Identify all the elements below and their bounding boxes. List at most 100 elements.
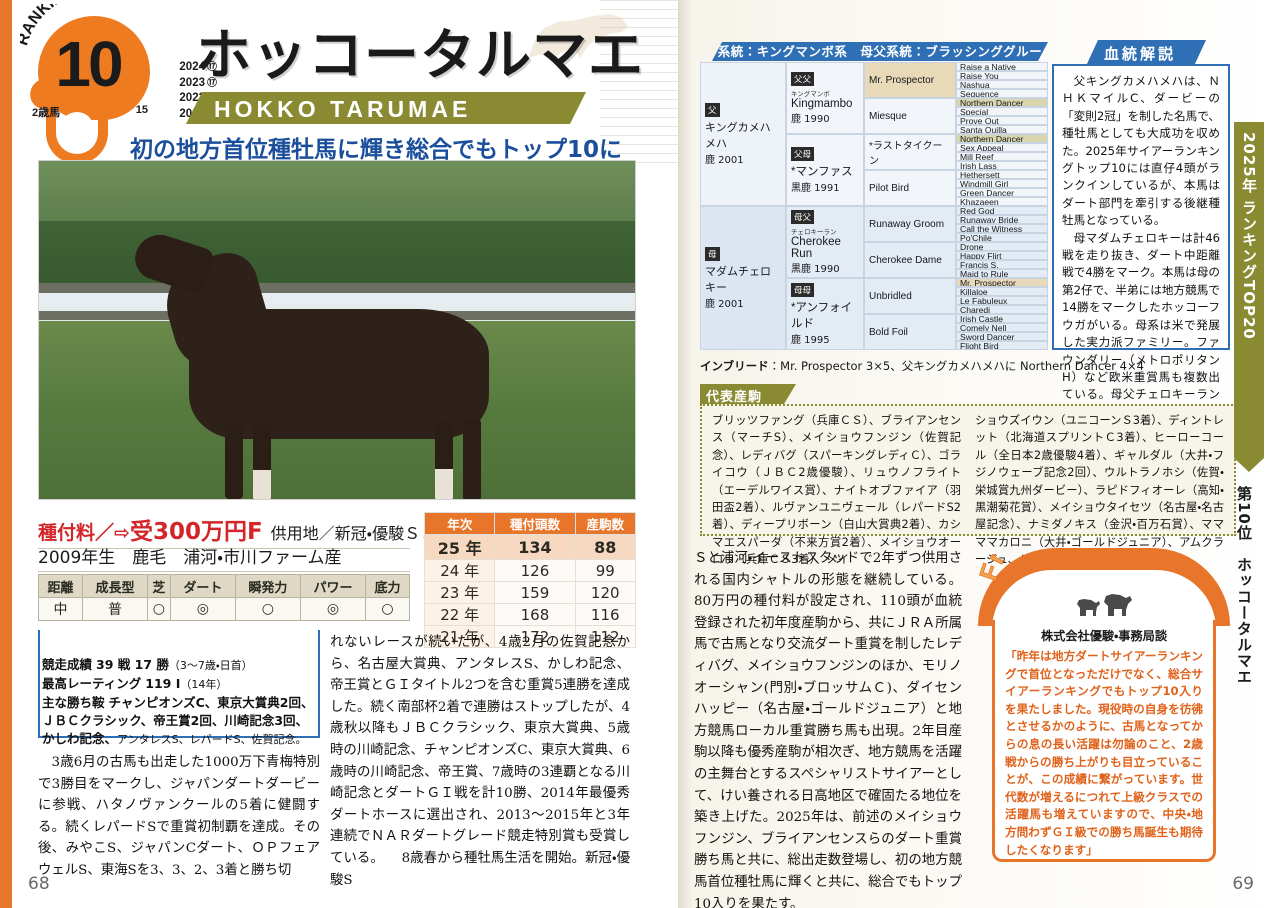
pedigree-cell-gen4: Red God: [956, 206, 1048, 215]
decorative-lines: [600, 0, 680, 170]
two-horses-icon: [1077, 594, 1132, 616]
pedigree-name: Cherokee Dame: [869, 254, 942, 266]
profile-record-value: 39 戦 17 勝: [96, 657, 169, 672]
pedigree-cell-gen4: Irish Castle: [956, 314, 1048, 323]
stats-cell: 21 年: [423, 625, 496, 648]
pedigree-name: Comely Nell: [960, 323, 1007, 332]
stats-cell: 99: [574, 559, 636, 582]
offspring-column-2: ショウズイウン（ユニコーンＳ3着）、ディントレット（北海道スプリントＣ3着）、ヒ…: [975, 414, 1224, 567]
ranking-arc-text: RANKING: [20, 4, 78, 48]
pedigree-gen1-column: 父キングカメハメハ鹿 2001 母マダムチェロキー鹿 2001: [700, 62, 786, 350]
from-stallion-text: 「昨年は地方ダートサイアーランキングで首位となっただけでなく、総合サイアーランキ…: [1005, 649, 1203, 857]
pedigree-cell-gen3: Runaway Groom: [864, 206, 956, 242]
helmet-icon: [28, 16, 160, 164]
pedigree-cell-gen4: Mr. Prospector: [956, 278, 1048, 287]
pedigree-cell-gen4: Comely Nell: [956, 323, 1048, 332]
aptitude-header-row: 距離 成長型芝ダート 瞬発力 パワー 底力: [38, 574, 410, 598]
pedigree-cell-gen4: Happy Flirt: [956, 251, 1048, 260]
pedigree-tag: 母父: [791, 209, 815, 224]
two-yo-label: 2歳馬: [32, 107, 61, 119]
profile-rating-label: 最高レーティング: [42, 676, 142, 691]
stats-cell: 24 年: [423, 559, 496, 582]
pedigree-name: Red God: [960, 206, 995, 215]
pedigree-cell-gen4: Raise You: [956, 71, 1048, 80]
pedigree-cell-gen3: Cherokee Dame: [864, 242, 956, 278]
stats-cell: 172: [494, 625, 576, 648]
horse-silhouette-icon: [528, 14, 628, 60]
pedigree-name: Charedi: [960, 305, 991, 314]
pedigree-cell-gen4: Killaloe: [956, 287, 1048, 296]
pedigree-name: Irish Lass: [960, 161, 997, 170]
pedigree-cell-gen2: 父父 キングマンボ Kingmambo 鹿 1990: [786, 62, 864, 134]
pedigree-cell-gen4: Irish Lass: [956, 161, 1048, 170]
table-row: 25 年 134 88: [423, 534, 636, 560]
pedigree-name: *ラストタイクーン: [869, 141, 943, 167]
pedigree-name: Kingmambo: [791, 97, 853, 110]
pedigree-cell-gen1: 母マダムチェロキー鹿 2001: [700, 206, 786, 350]
ranking-history-rank: ⑰: [207, 62, 217, 73]
pedigree-cell-gen4: Special: [956, 107, 1048, 116]
aptitude-table: 距離 成長型芝ダート 瞬発力 パワー 底力 中普 ○ ◎ ○ ◎ ○: [38, 574, 410, 621]
pedigree-cell-gen4: Drone: [956, 242, 1048, 251]
pedigree-gen2-column: 父父 キングマンボ Kingmambo 鹿 1990 父母 *マンファス 黒鹿 1991 母父…: [786, 62, 864, 350]
pedigree-name: Raise You: [960, 71, 999, 80]
stats-cell: 120: [574, 581, 636, 604]
pedigree-name: Irish Castle: [960, 314, 1003, 323]
page-subtitle: 初の地方首位種牡馬に輝き総合でもトップ10に: [130, 137, 623, 163]
pedigree-name: Khazaeen: [960, 197, 999, 206]
pedigree-tag: 母: [705, 246, 720, 261]
side-tab-top: 2025年 ランキングTOP20: [1234, 122, 1264, 472]
pedigree-name: Nashua: [960, 80, 990, 89]
profile-record-line: 競走成績 39 戦 17 勝（3～7歳・日首）: [42, 656, 318, 675]
aptitude-header-cell: 芝: [147, 574, 171, 598]
pedigree-cell-gen4: Sword Dancer: [956, 332, 1048, 341]
aptitude-value-cell: 中: [38, 597, 83, 621]
aptitude-value-cell: ◎: [299, 597, 367, 621]
pedigree-name: Maid to Rule: [960, 269, 1009, 278]
ranking-badge: RANKING 10 2歳馬 15 2024⑰2023⑰2022㉒2021㉚: [12, 4, 217, 164]
pedigree-year: 黒鹿 1991: [791, 182, 840, 194]
pedigree-name: Mill Reef: [960, 152, 994, 161]
pedigree-commentary-tab-label: 血統解説: [1104, 45, 1177, 63]
pedigree-commentary-tab: 血統解説: [1086, 40, 1206, 66]
body-column-2: れないレースが続いたが、4歳2月の佐賀記念から、名古屋大賞典、アンタレスS、かし…: [330, 635, 630, 888]
inbreeding-value: ：Mr. Prospector 3×5、父キングカメハメハに Northern …: [768, 359, 1144, 373]
pedigree-cell-gen3: *ラストタイクーン: [864, 134, 956, 170]
profile-wins-value2: しわ記念、: [54, 731, 118, 746]
pedigree-name: Miesque: [869, 110, 907, 122]
pedigree-cell-gen3: Bold Foil: [864, 314, 956, 350]
stud-fee-value: 受300万円F: [129, 519, 263, 545]
pedigree-cell-gen4: Windmill Girl: [956, 179, 1048, 188]
pedigree-name: Killaloe: [960, 287, 988, 296]
pedigree-year: 黒鹿 1990: [791, 263, 840, 275]
side-tab-bottom-label: 第10位 ホッコータルマエ: [1235, 486, 1253, 685]
two-yo-rank-value: 15: [135, 104, 148, 116]
pedigree-cell-gen4: Call the Witness: [956, 224, 1048, 233]
horse-photo: [38, 160, 636, 500]
pedigree-cell-gen4: Po'Chile: [956, 233, 1048, 242]
table-row: 24 年 126 99: [423, 559, 636, 582]
pedigree-name: Happy Flirt: [960, 251, 1002, 260]
pedigree-name: Green Dancer: [960, 188, 1014, 197]
page-number-left: 68: [28, 874, 50, 894]
aptitude-header-cell: 成長型: [81, 574, 149, 598]
stats-cell: 116: [574, 603, 636, 626]
pedigree-cell-gen3: Miesque: [864, 98, 956, 134]
breeding-stats-table: 年次 種付頭数 産駒数 25 年 134 88 24 年 126 99 23 年 159 120 22…: [423, 512, 636, 648]
title-band: [186, 92, 586, 124]
stats-body: 25 年 134 88 24 年 126 99 23 年 159 120 22 年 168 116 21…: [423, 534, 636, 648]
pedigree-name: Runaway Bride: [960, 215, 1019, 224]
pedigree-name: Mr. Prospector: [960, 278, 1016, 287]
aptitude-value-cell: ○: [147, 597, 171, 621]
body-column-3: Ｓと浦河・イーストスタッドで2年ずつ供用される国内シャトルの形態を継続している。…: [694, 551, 962, 908]
profile-wins-value3: アンタレスS、レパードS、佐賀記念。: [117, 733, 307, 746]
pedigree-cell-gen3: Mr. Prospector: [864, 62, 956, 98]
pedigree-gen3-column: Mr. Prospector Miesque *ラストタイクーン Pilot Bird…: [864, 62, 956, 350]
pedigree-ruby: チェロキーラン: [791, 227, 837, 236]
pedigree-cell-gen4: Mill Reef: [956, 152, 1048, 161]
pedigree-cell-gen4: Nashua: [956, 80, 1048, 89]
stud-fee-label: 種付料／: [38, 522, 115, 544]
pedigree-commentary-p2: 母マダムチェロキーは計46戦を走り抜き、ダート中距離戦で4勝をマーク。本馬は母の…: [1062, 230, 1220, 419]
offspring-column-1: ブリッツファング（兵庫ＣＳ）、ブライアンセンス（マーチS）、メイショウフンジン（…: [712, 414, 961, 567]
stats-cell: 168: [494, 603, 576, 626]
